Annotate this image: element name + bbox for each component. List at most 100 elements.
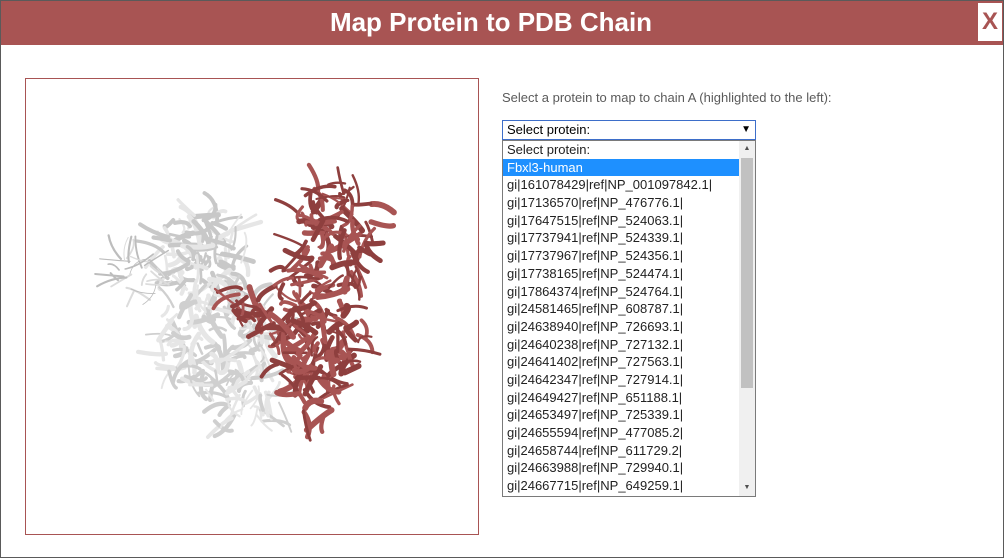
protein-option[interactable]: gi|24638940|ref|NP_726693.1| (507, 318, 684, 334)
chain-a-ribbon-segment (288, 300, 318, 313)
chain-a-ribbon (211, 285, 273, 327)
chain-b-ribbon (94, 234, 173, 308)
chain-b-ribbon-segment (230, 244, 249, 271)
chain-a-ribbon-segment (354, 265, 361, 288)
chain-b-ribbon-segment (138, 222, 170, 240)
chain-b-ribbon-segment (107, 263, 120, 271)
chain-a-ribbon-segment (341, 359, 362, 364)
protein-option[interactable]: gi|17647515|ref|NP_524063.1| (507, 212, 684, 228)
chain-a-ribbon-segment (295, 330, 318, 356)
protein-option[interactable]: gi|17737967|ref|NP_524356.1| (507, 248, 684, 264)
protein-select[interactable]: Select protein: ▼ (502, 120, 756, 140)
chain-a-ribbon-segment (318, 232, 326, 250)
protein-select-value: Select protein: (507, 122, 591, 137)
chain-a-ribbon-segment (348, 273, 361, 301)
protein-option[interactable]: gi|24649427|ref|NP_651188.1| (507, 389, 683, 405)
protein-option[interactable]: gi|24663988|ref|NP_729940.1| (507, 460, 684, 476)
chain-a-ribbon-segment (274, 390, 302, 398)
scrollbar-thumb[interactable] (741, 158, 753, 388)
chain-a-ribbon-segment (230, 294, 249, 309)
protein-option[interactable]: Fbxl3-human (503, 158, 739, 177)
chain-a-ribbon-segment (272, 276, 295, 287)
chain-a-ribbon-segment (319, 413, 326, 434)
protein-options-list[interactable]: Select protein: Fbxl3-human gi|161078429|r… (502, 140, 756, 497)
chain-b-ribbon-segment (204, 371, 217, 384)
scroll-up-arrow-icon[interactable]: ▲ (743, 145, 751, 152)
chain-a-ribbon-segment (315, 195, 346, 200)
chain-b-ribbon-segment (156, 267, 166, 278)
chain-b-ribbon-segment (196, 342, 204, 355)
chain-b-ribbon-segment (99, 258, 131, 262)
protein-option[interactable]: gi|17738165|ref|NP_524474.1| (507, 265, 684, 281)
chain-a-ribbon-segment (314, 279, 332, 292)
chain-b-ribbon-segment (130, 288, 156, 295)
chain-b-ribbon-segment (129, 258, 147, 277)
protein-option[interactable]: gi|24641402|ref|NP_727563.1| (507, 354, 684, 370)
protein-option[interactable]: Select protein: (507, 142, 591, 157)
chain-a-ribbon-segment (341, 204, 354, 228)
chain-b-ribbon-segment (146, 278, 165, 283)
protein-option[interactable]: gi|24581465|ref|NP_608787.1| (507, 301, 684, 317)
chain-a-ribbon-segment (300, 187, 329, 203)
chain-a-ribbon-segment (334, 198, 348, 210)
chain-b-ribbon-segment (166, 338, 186, 347)
chain-b-ribbon-segment (246, 364, 262, 381)
chain-a-ribbon-segment (310, 336, 319, 357)
chain-a-ribbon-segment (310, 218, 326, 242)
chain-a-ribbon-segment (254, 306, 275, 332)
chain-a-ribbon-segment (255, 283, 278, 303)
chain-a-ribbon-segment (290, 318, 319, 336)
protein-option[interactable]: gi|161078429|ref|NP_001097842.1| (507, 177, 713, 193)
chain-a-ribbon-segment (368, 201, 397, 216)
chain-b-ribbon-segment (195, 251, 208, 264)
options-scrollbar[interactable]: ▲ ▼ (739, 141, 755, 496)
chain-b-ribbon-segment (129, 255, 150, 263)
chain-b-ribbon-segment (183, 374, 208, 382)
protein-option[interactable]: gi|17864374|ref|NP_524764.1| (507, 283, 684, 299)
chain-a-ribbon-segment (356, 248, 373, 255)
chain-b-ribbon-segment (156, 318, 175, 343)
chain-b-ribbon-segment (175, 279, 187, 292)
chain-a-ribbon-segment (347, 347, 382, 356)
chain-b-ribbon-segment (134, 235, 143, 269)
chain-b-ribbon-segment (94, 272, 125, 278)
protein-option[interactable]: gi|24658744|ref|NP_611729.2| (507, 442, 683, 458)
chain-b-ribbon-segment (227, 369, 245, 382)
chain-b-ribbon-segment (231, 369, 239, 386)
protein-option[interactable]: gi|24642347|ref|NP_727914.1| (507, 371, 684, 387)
chain-a-ribbon-segment (336, 166, 346, 196)
chain-a-ribbon-segment (274, 198, 300, 216)
chain-b-ribbon-segment (196, 390, 231, 401)
protein-option[interactable]: gi|24640238|ref|NP_727132.1| (507, 336, 684, 352)
chain-b-ribbon-segment (124, 253, 154, 270)
chain-a-ribbon-segment (357, 335, 373, 344)
chain-b-ribbon-segment (255, 414, 273, 432)
chain-a-ribbon-segment (215, 285, 244, 294)
chain-a-ribbon-segment (282, 247, 315, 262)
protein-option[interactable]: gi|24667715|ref|NP_649259.1| (507, 478, 684, 494)
chain-a-ribbon-segment (259, 362, 280, 379)
chain-b-ribbon-segment (238, 326, 251, 331)
chain-a-ribbon-segment (350, 250, 370, 274)
chain-a-ribbon-segment (312, 376, 342, 387)
protein-option[interactable]: gi|24655594|ref|NP_477085.2| (507, 425, 684, 440)
chain-b-ribbon-segment (143, 245, 165, 269)
chain-b-ribbon-segment (96, 276, 128, 288)
protein-option[interactable]: gi|17737941|ref|NP_524339.1| (507, 230, 684, 246)
chain-b-ribbon-segment (176, 345, 186, 368)
structure-viewer[interactable] (25, 78, 479, 535)
chain-a-ribbon-segment (337, 228, 347, 261)
chain-a-ribbon-segment (277, 282, 286, 301)
chain-b-ribbon-segment (158, 338, 166, 362)
chain-b-ribbon-segment (219, 408, 244, 429)
scroll-down-arrow-icon[interactable]: ▼ (743, 484, 751, 491)
protein-option[interactable]: gi|17136570|ref|NP_476776.1| (507, 195, 684, 211)
close-button[interactable]: X (978, 3, 1002, 41)
chain-a-ribbon-segment (302, 409, 312, 442)
protein-option[interactable]: gi|24653497|ref|NP_725339.1| (507, 407, 684, 423)
chain-b-ribbon-segment (145, 332, 171, 337)
chain-b-ribbon-segment (213, 234, 219, 265)
chain-b-ribbon-segment (180, 243, 216, 250)
chain-b-ribbon-segment (149, 264, 161, 274)
